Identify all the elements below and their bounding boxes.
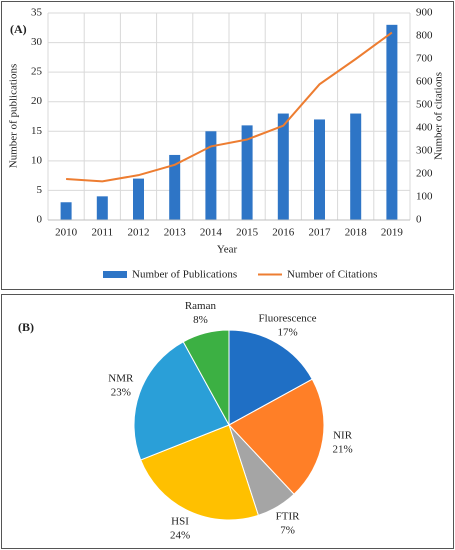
slice-value-label: 23% [111,387,131,399]
slice-value-label: 24% [170,530,190,542]
line [66,31,393,183]
slice-value-label: 17% [277,327,297,339]
x-tick-label: 2017 [309,227,332,239]
y2-tick-label: 500 [416,99,433,111]
bar [241,125,253,220]
x-axis-title: Year [217,244,238,256]
pie-slice [228,329,313,426]
bar [60,202,72,220]
x-tick-label: 2010 [55,227,78,239]
slice-label: Raman [185,300,217,312]
bar [277,113,289,220]
x-tick-label: 2013 [164,227,187,239]
y-axis-title: Number of publications [8,64,20,168]
slice-label: HSI [171,516,189,528]
y-tick-label: 5 [37,184,43,196]
bar [386,24,398,221]
panel-label: (A) [10,22,27,36]
slice-value-label: 7% [280,525,295,537]
pie-slice [182,329,230,426]
y2-tick-label: 700 [416,53,433,65]
legend-label: Number of Publications [132,269,237,281]
slice-value-label: 8% [193,314,208,326]
bar [96,196,108,220]
y-tick-label: 25 [31,66,43,78]
x-tick-label: 2019 [381,227,404,239]
x-tick-label: 2016 [272,227,295,239]
slice-label: NMR [108,373,134,385]
y2-tick-label: 600 [416,76,433,88]
x-tick-label: 2014 [200,227,223,239]
y2-tick-label: 300 [416,145,433,157]
y-tick-label: 30 [31,36,43,48]
y-tick-label: 15 [31,125,43,137]
slice-label: Fluorescence [259,313,317,325]
x-tick-label: 2011 [92,227,114,239]
y-tick-label: 0 [37,214,43,226]
panel-border [1,1,454,290]
y-tick-label: 10 [31,154,43,166]
bar [350,113,362,220]
y-tick-label: 35 [31,7,43,19]
y-tick-label: 20 [31,95,43,107]
bar [314,119,325,220]
panel-label: (B) [18,320,34,334]
x-tick-label: 2015 [236,227,259,239]
x-tick-label: 2012 [128,227,150,239]
bar [133,178,144,220]
legend-swatch [103,271,127,278]
x-tick-label: 2018 [345,227,368,239]
bar [205,131,217,220]
bar [169,154,181,220]
y2-tick-label: 0 [416,214,422,226]
panel-border [1,294,454,549]
y2-tick-label: 800 [416,30,433,42]
slice-label: FTIR [276,511,301,523]
pie-slice [228,378,325,495]
y2-tick-label: 900 [416,7,433,19]
y2-tick-label: 400 [416,122,433,134]
slice-value-label: 21% [332,444,352,456]
y2-tick-label: 100 [416,191,433,203]
legend-label: Number of Citations [287,269,377,281]
slice-label: NIR [333,430,353,442]
pie-slice [133,341,230,461]
y2-tick-label: 200 [416,168,433,180]
y2-axis-title: Number of citations [433,72,445,160]
